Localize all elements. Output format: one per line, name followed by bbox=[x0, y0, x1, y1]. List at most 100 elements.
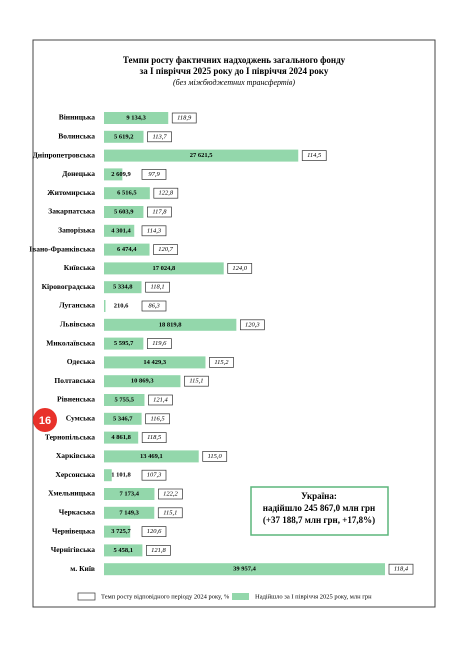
bar bbox=[104, 300, 106, 312]
value-label: 13 469,1 bbox=[140, 453, 163, 460]
growth-label: 115,2 bbox=[214, 359, 229, 366]
summary-line: (+37 188,7 млн грн, +17,8%) bbox=[263, 515, 375, 525]
growth-box bbox=[158, 488, 183, 500]
category-label: Одеська bbox=[67, 357, 95, 366]
growth-label: 116,5 bbox=[151, 415, 166, 422]
category-label: Закарпатська bbox=[48, 207, 95, 216]
bar bbox=[104, 375, 181, 388]
category-label: Київська bbox=[64, 263, 95, 272]
category-label: Волинська bbox=[58, 132, 95, 141]
bar bbox=[104, 431, 139, 444]
bar bbox=[104, 318, 237, 331]
value-label: 4 861,8 bbox=[111, 434, 131, 441]
value-label: 4 301,4 bbox=[111, 227, 131, 234]
growth-box bbox=[184, 375, 209, 387]
value-label: 5 755,5 bbox=[114, 396, 134, 403]
growth-box bbox=[141, 432, 167, 443]
category-label: Івано-Франківська bbox=[29, 244, 95, 253]
value-label: 210,6 bbox=[114, 302, 129, 309]
growth-label: 115,1 bbox=[163, 509, 177, 516]
growth-label: 120,3 bbox=[245, 321, 260, 328]
category-label: Харківська bbox=[56, 451, 95, 460]
growth-box bbox=[202, 451, 228, 462]
summary-line: надійшло 245 867,0 млн грн bbox=[263, 503, 375, 513]
value-label: 5 603,9 bbox=[114, 208, 134, 215]
value-label: 5 346,7 bbox=[113, 415, 133, 422]
legend-swatch bbox=[232, 593, 249, 600]
category-label: Хмельницька bbox=[48, 489, 95, 498]
summary-box bbox=[250, 486, 389, 536]
value-label: 6 516,5 bbox=[117, 190, 137, 197]
value-label: 2 609,9 bbox=[111, 171, 131, 178]
growth-label: 115,1 bbox=[189, 378, 203, 385]
value-label: 5 595,7 bbox=[114, 340, 134, 347]
growth-label: 124,0 bbox=[232, 265, 247, 272]
growth-box bbox=[147, 338, 172, 349]
growth-box bbox=[227, 263, 253, 274]
growth-label: 118,4 bbox=[394, 566, 409, 573]
category-label: Чернівецька bbox=[52, 526, 95, 535]
bar bbox=[104, 337, 144, 350]
growth-box bbox=[153, 187, 179, 199]
growth-box bbox=[209, 357, 234, 368]
growth-box bbox=[141, 469, 167, 481]
growth-label: 121,4 bbox=[153, 396, 168, 403]
category-label: Миколаївська bbox=[46, 338, 95, 347]
value-label: 5 334,8 bbox=[113, 284, 133, 291]
growth-box bbox=[147, 206, 172, 218]
bar bbox=[104, 525, 131, 538]
value-label: 17 024,8 bbox=[152, 265, 176, 272]
bar bbox=[104, 412, 142, 425]
bar bbox=[104, 563, 385, 576]
category-label: Тернопільська bbox=[45, 432, 95, 441]
value-label: 9 134,3 bbox=[126, 114, 146, 121]
value-label: 6 474,4 bbox=[117, 246, 137, 253]
bar bbox=[104, 243, 150, 256]
value-label: 18 819,8 bbox=[159, 321, 183, 328]
chart-title: Темпи росту фактичних надходжень загальн… bbox=[123, 55, 346, 65]
category-label: Житомирська bbox=[47, 188, 95, 197]
growth-box bbox=[157, 507, 183, 519]
legend-swatch bbox=[77, 592, 96, 601]
bar bbox=[104, 112, 169, 124]
bar bbox=[104, 544, 143, 557]
bar bbox=[104, 488, 155, 500]
category-label: Херсонська bbox=[55, 470, 95, 479]
bar bbox=[104, 356, 206, 369]
growth-box bbox=[141, 300, 167, 312]
growth-box bbox=[145, 281, 170, 293]
category-label: Сумська bbox=[66, 414, 95, 423]
bar bbox=[104, 506, 155, 519]
growth-box bbox=[141, 225, 167, 237]
bar bbox=[104, 168, 123, 181]
growth-box bbox=[145, 413, 170, 425]
bar bbox=[104, 130, 144, 143]
value-label: 39 957,4 bbox=[233, 566, 257, 573]
chart-note: (без міжбюджетних трансфертів) bbox=[173, 78, 295, 87]
growth-label: 120,7 bbox=[158, 246, 173, 253]
growth-label: 121,8 bbox=[151, 547, 166, 554]
legend-label: Надійшло за І півріччя 2025 року, млн гр… bbox=[255, 593, 372, 600]
page-marker bbox=[33, 408, 57, 432]
bar bbox=[104, 224, 135, 237]
bar bbox=[104, 394, 145, 406]
value-label: 3 725,7 bbox=[111, 528, 131, 535]
growth-label: 97,9 bbox=[148, 171, 160, 178]
value-label: 1 101,8 bbox=[111, 472, 131, 479]
growth-box bbox=[147, 131, 172, 143]
growth-label: 122,2 bbox=[163, 490, 178, 497]
category-label: Вінницька bbox=[59, 113, 96, 122]
value-label: 14 429,3 bbox=[143, 359, 167, 366]
value-label: 7 149,3 bbox=[119, 509, 139, 516]
growth-label: 117,8 bbox=[152, 208, 167, 215]
category-label: Львівська bbox=[60, 320, 95, 329]
growth-box bbox=[148, 394, 173, 406]
growth-label: 118,1 bbox=[150, 284, 164, 291]
growth-label: 114,5 bbox=[307, 152, 322, 159]
growth-label: 107,3 bbox=[147, 472, 162, 479]
bar bbox=[104, 187, 150, 200]
value-label: 27 621,5 bbox=[190, 152, 214, 159]
category-label: Донецька bbox=[62, 169, 95, 178]
chart-subtitle: за І півріччя 2025 року до І півріччя 20… bbox=[140, 66, 329, 76]
